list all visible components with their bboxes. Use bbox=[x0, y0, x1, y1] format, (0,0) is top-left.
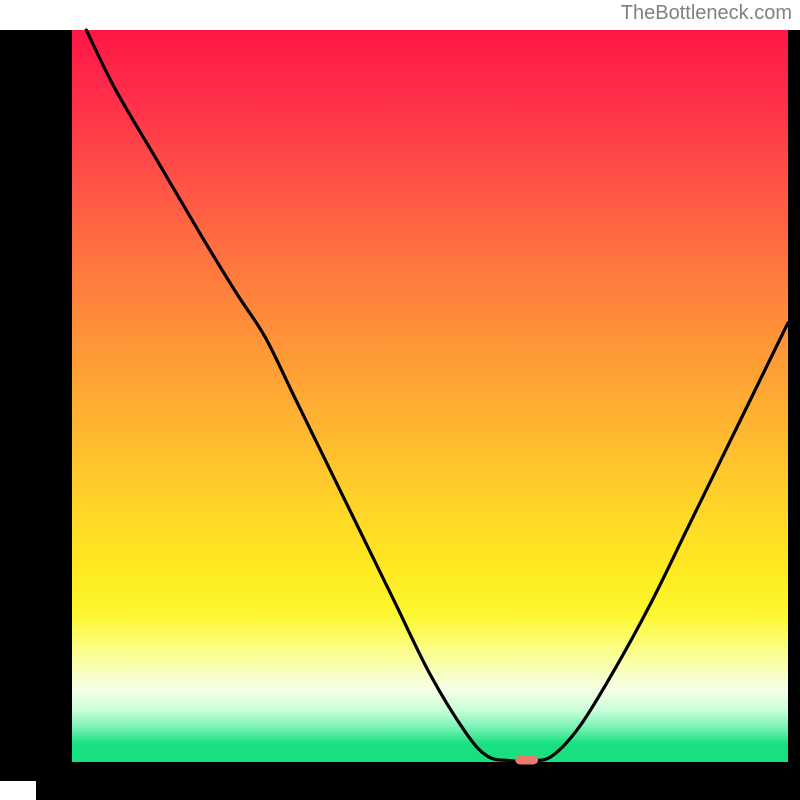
bottleneck-chart: TheBottleneck.com bbox=[0, 0, 800, 800]
chart-canvas bbox=[0, 0, 800, 800]
attribution-label: TheBottleneck.com bbox=[621, 2, 792, 25]
